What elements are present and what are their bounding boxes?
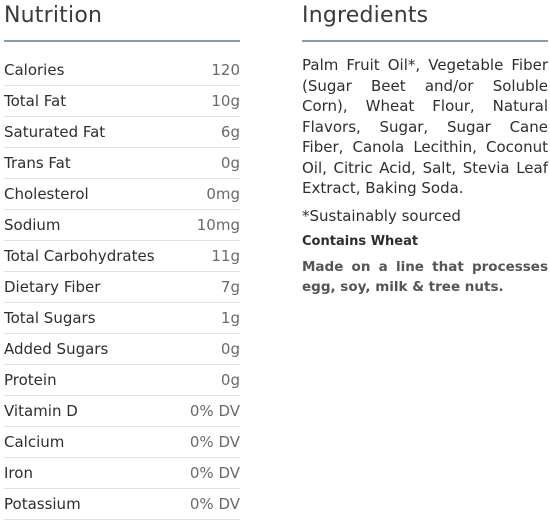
nutrient-label: Calcium [4,433,65,451]
nutrient-value: 120 [211,61,240,79]
nutrient-table: Calories 120 Total Fat 10g Saturated Fat 6g Tr… [4,55,240,520]
nutrient-row: Added Sugars 0g [4,334,240,365]
nutrition-title-divider [4,40,240,42]
nutrient-row: Iron 0% DV [4,458,240,489]
ingredients-title: Ingredients [302,3,429,28]
nutrient-row: Calories 120 [4,55,240,86]
nutrient-label: Protein [4,371,57,389]
allergen-statement: Contains Wheat [302,234,419,249]
nutrient-value: 10mg [196,216,240,234]
nutrient-row: Total Fat 10g [4,86,240,117]
nutrient-label: Saturated Fat [4,123,106,141]
nutrient-label: Total Sugars [4,309,96,327]
nutrient-label: Total Carbohydrates [4,247,155,265]
nutrition-panel: Nutrition Calories 120 Total Fat 10g Saturat… [4,0,240,520]
nutrient-row: Total Carbohydrates 11g [4,241,240,272]
sustainability-footnote: *Sustainably sourced [302,206,461,225]
nutrient-value: 0mg [206,185,240,203]
nutrient-row: Trans Fat 0g [4,148,240,179]
nutrient-value: 0% DV [189,402,240,420]
facility-statement: Made on a line that processes egg, soy, … [302,259,548,295]
nutrient-value: 1g [220,309,240,327]
nutrient-label: Calories [4,61,65,79]
nutrient-label: Sodium [4,216,61,234]
nutrient-label: Iron [4,464,33,482]
nutrient-row: Calcium 0% DV [4,427,240,458]
nutrition-title: Nutrition [4,3,103,28]
nutrient-value: 0g [220,154,240,172]
nutrient-row: Sodium 10mg [4,210,240,241]
nutrient-label: Cholesterol [4,185,89,203]
nutrient-row: Potassium 0% DV [4,489,240,520]
nutrient-value: 0% DV [189,464,240,482]
nutrient-value: 0g [220,371,240,389]
nutrient-value: 11g [211,247,240,265]
nutrient-row: Saturated Fat 6g [4,117,240,148]
nutrient-value: 6g [220,123,240,141]
nutrient-row: Cholesterol 0mg [4,179,240,210]
nutrient-label: Total Fat [4,92,67,110]
ingredients-body: Palm Fruit Oil*, Vegetable Fiber (Sugar … [302,55,548,297]
nutrient-row: Protein 0g [4,365,240,396]
ingredients-panel: Ingredients Palm Fruit Oil*, Vegetable F… [302,0,548,297]
nutrient-row: Vitamin D 0% DV [4,396,240,427]
nutrient-value: 0% DV [189,433,240,451]
nutrient-label: Vitamin D [4,402,78,420]
ingredients-list: Palm Fruit Oil*, Vegetable Fiber (Sugar … [302,56,548,197]
nutrient-label: Potassium [4,495,81,513]
nutrient-value: 0% DV [189,495,240,513]
nutrient-value: 10g [211,92,240,110]
nutrient-row: Dietary Fiber 7g [4,272,240,303]
ingredients-title-divider [302,40,548,42]
nutrient-label: Added Sugars [4,340,109,358]
nutrient-row: Total Sugars 1g [4,303,240,334]
nutrient-value: 0g [220,340,240,358]
nutrient-value: 7g [220,278,240,296]
nutrient-label: Trans Fat [4,154,71,172]
nutrient-label: Dietary Fiber [4,278,101,296]
